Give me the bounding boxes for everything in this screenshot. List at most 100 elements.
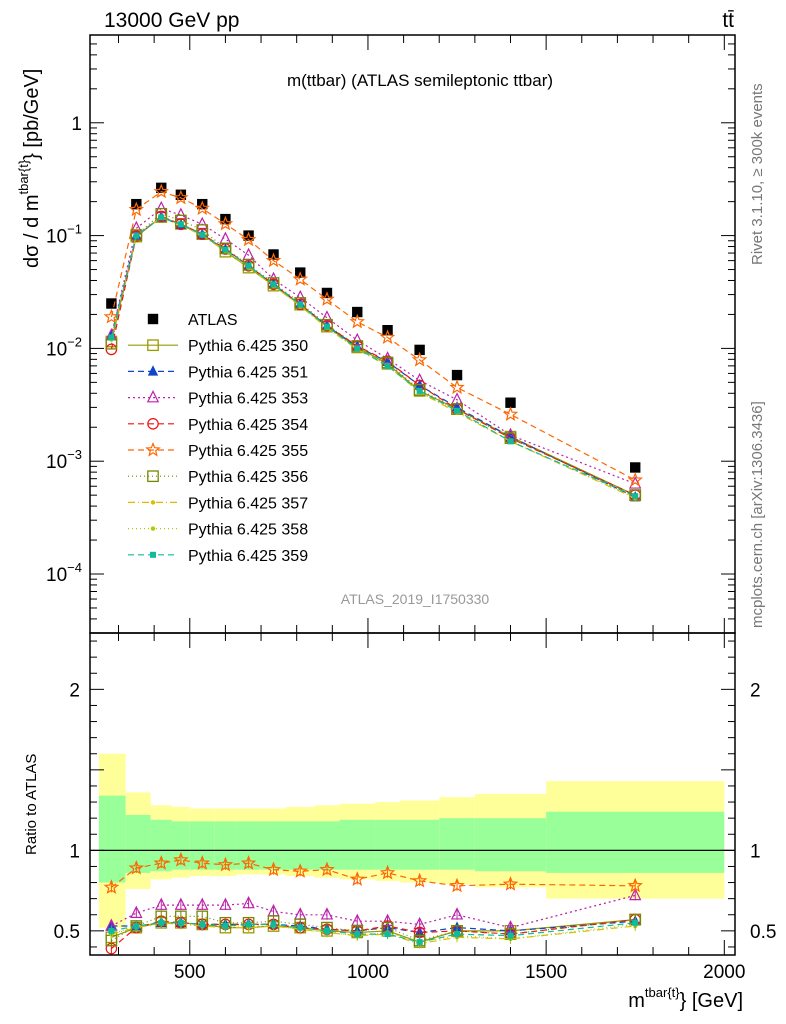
legend-label: Pythia 6.425 359 — [188, 548, 308, 565]
y-tick-label-base: 1 — [71, 114, 82, 135]
main-point — [133, 232, 140, 239]
ratio-y-tick-label-right: 0.5 — [750, 922, 776, 943]
ratio-band-inner — [285, 821, 315, 870]
ratio-point — [128, 859, 145, 875]
main-point — [449, 379, 465, 395]
legend-label: ATLAS — [188, 312, 238, 329]
main-point — [153, 183, 170, 199]
legend-marker — [150, 500, 156, 505]
main-point — [106, 298, 117, 309]
main-y-axis-label-tail: } [pb/GeV] — [21, 69, 43, 160]
ratio-point — [632, 919, 639, 926]
ratio-band-inner — [375, 819, 401, 870]
main-point — [414, 344, 425, 356]
ratio-point — [173, 851, 189, 867]
main-point — [351, 332, 364, 346]
main-point — [632, 493, 639, 500]
main-point — [451, 369, 463, 381]
ratio-point — [629, 887, 642, 901]
main-point — [505, 397, 516, 408]
legend-marker — [150, 526, 156, 531]
main-series-1 — [105, 211, 642, 502]
main-series-line-7 — [110, 216, 636, 499]
main-plot-title: m(ttbar) (ATLAS semileptonic ttbar) — [287, 71, 553, 90]
ratio-point — [507, 932, 514, 939]
ratio-band-inner — [214, 821, 237, 870]
y-tick-label-exp: −1 — [67, 222, 82, 237]
y-tick-label-exp: −3 — [67, 447, 82, 462]
legend-marker — [146, 390, 160, 403]
legend-label: Pythia 6.425 350 — [188, 338, 308, 355]
ratio-y-tick-label-left: 0.5 — [54, 922, 80, 943]
main-series-line-8 — [110, 216, 636, 498]
ratio-point — [158, 919, 165, 926]
main-point — [199, 231, 206, 238]
main-point — [219, 231, 232, 244]
main-series-line-3 — [110, 207, 636, 485]
ratio-point — [242, 895, 255, 909]
ratio-point — [379, 864, 396, 880]
main-point — [108, 334, 115, 341]
main-panel-frame — [89, 34, 736, 634]
y-tick-label-base: 10 — [46, 339, 67, 360]
ratio-point — [219, 897, 232, 910]
ratio-series-line-7 — [111, 922, 636, 943]
main-point — [217, 215, 234, 231]
ratio-point — [103, 879, 120, 894]
ratio-point — [411, 872, 428, 888]
main-point — [194, 200, 210, 216]
main-point — [507, 438, 514, 445]
main-point — [270, 281, 277, 288]
legend-label: Pythia 6.425 356 — [188, 469, 308, 486]
main-point — [242, 259, 255, 271]
main-series-layer — [103, 182, 643, 502]
main-point — [174, 207, 188, 220]
y-tick-label: 10−1 — [46, 222, 82, 248]
x-tick-label: 1000 — [347, 962, 389, 983]
main-point — [454, 407, 461, 414]
ratio-bands — [98, 753, 725, 928]
ratio-series-6 — [109, 917, 638, 949]
x-axis-label-tail: } [GeV] — [680, 990, 743, 1012]
main-point — [319, 291, 335, 306]
legend-label: Pythia 6.425 357 — [188, 495, 308, 512]
main-series-line-9 — [110, 216, 636, 497]
ratio-point — [245, 921, 252, 928]
legend: ATLAS Pythia 6.425 350 Pythia 6.425 351 Pyt… — [128, 312, 308, 565]
ratio-band-inner — [339, 819, 376, 870]
main-point — [416, 387, 423, 394]
ratio-series-line-8 — [111, 922, 636, 943]
ratio-band-inner — [125, 814, 151, 873]
main-series-9 — [108, 214, 639, 500]
ratio-point — [416, 939, 423, 946]
x-axis-label-sup: tbar{t} — [645, 985, 680, 1000]
main-point — [197, 198, 208, 210]
y-tick-label-exp: −4 — [67, 560, 82, 575]
ratio-point — [177, 919, 184, 926]
main-point — [320, 310, 334, 323]
main-point — [242, 247, 255, 261]
main-point — [265, 252, 282, 268]
ratio-point — [502, 876, 519, 891]
ratio-series-7 — [109, 917, 638, 948]
ratio-series-line-2 — [111, 894, 636, 929]
ratio-series-line-1 — [111, 920, 636, 934]
ratio-series-line-3 — [111, 919, 636, 950]
ratio-series-line-4 — [111, 859, 636, 888]
main-point — [411, 351, 428, 367]
ratio-band-inner — [150, 819, 172, 872]
main-point — [413, 383, 426, 396]
main-point — [220, 213, 231, 225]
y-tick-label-base: 10 — [46, 227, 67, 248]
main-point — [292, 271, 308, 286]
main-point — [156, 182, 167, 194]
main-point — [175, 189, 187, 200]
legend-label: Pythia 6.425 354 — [188, 417, 308, 434]
main-point — [354, 345, 361, 352]
legend-label: Pythia 6.425 353 — [188, 391, 308, 408]
main-point — [502, 406, 519, 422]
main-point — [128, 201, 145, 217]
ratio-point — [319, 861, 335, 877]
ratio-point — [349, 871, 365, 886]
legend-marker — [147, 313, 159, 325]
